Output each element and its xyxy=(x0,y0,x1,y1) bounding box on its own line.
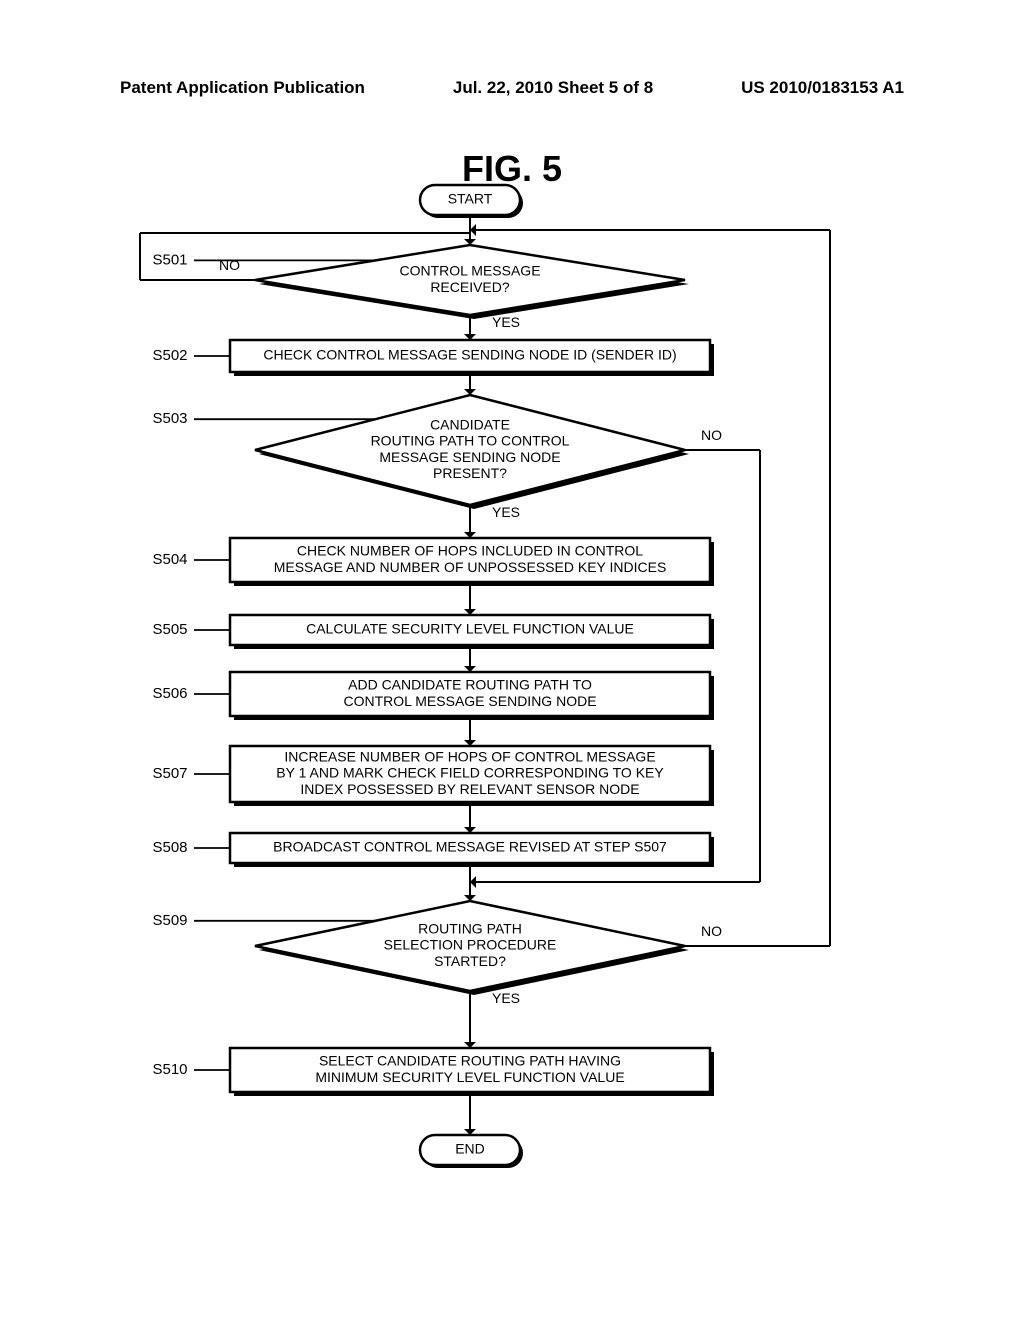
step-label-S508: S508 xyxy=(152,839,187,856)
svg-text:END: END xyxy=(455,1141,485,1157)
svg-text:CONTROL MESSAGE SENDING NODE: CONTROL MESSAGE SENDING NODE xyxy=(343,693,596,709)
svg-text:ADD CANDIDATE ROUTING PATH TO: ADD CANDIDATE ROUTING PATH TO xyxy=(348,677,592,693)
svg-text:CONTROL MESSAGE: CONTROL MESSAGE xyxy=(399,263,540,279)
flowchart-svg: START CONTROL MESSAGERECEIVED? CHECK CONTR… xyxy=(110,170,910,1230)
step-label-S502: S502 xyxy=(152,347,187,364)
step-label-S505: S505 xyxy=(152,621,187,638)
step-label-S507: S507 xyxy=(152,765,187,782)
svg-text:NO: NO xyxy=(701,427,722,443)
svg-text:MINIMUM SECURITY LEVEL FUNCTIO: MINIMUM SECURITY LEVEL FUNCTION VALUE xyxy=(315,1069,624,1085)
step-label-S501: S501 xyxy=(152,251,187,268)
svg-text:RECEIVED?: RECEIVED? xyxy=(430,279,510,295)
svg-text:YES: YES xyxy=(492,314,520,330)
svg-text:MESSAGE SENDING NODE: MESSAGE SENDING NODE xyxy=(379,449,560,465)
step-label-S506: S506 xyxy=(152,685,187,702)
step-label-S503: S503 xyxy=(152,410,187,427)
header-left: Patent Application Publication xyxy=(120,78,365,98)
svg-text:STARTED?: STARTED? xyxy=(434,953,506,969)
header-center: Jul. 22, 2010 Sheet 5 of 8 xyxy=(453,78,653,98)
svg-text:YES: YES xyxy=(492,504,520,520)
svg-text:CHECK NUMBER OF HOPS INCLUDED: CHECK NUMBER OF HOPS INCLUDED IN CONTROL xyxy=(297,543,643,559)
step-label-S504: S504 xyxy=(152,551,187,568)
svg-text:START: START xyxy=(448,191,493,207)
svg-text:SELECT CANDIDATE ROUTING PATH: SELECT CANDIDATE ROUTING PATH HAVING xyxy=(319,1053,621,1069)
svg-text:CANDIDATE: CANDIDATE xyxy=(430,417,510,433)
svg-text:PRESENT?: PRESENT? xyxy=(433,465,507,481)
svg-text:ROUTING PATH TO CONTROL: ROUTING PATH TO CONTROL xyxy=(371,433,570,449)
svg-text:YES: YES xyxy=(492,990,520,1006)
step-label-S509: S509 xyxy=(152,912,187,929)
svg-text:ROUTING PATH: ROUTING PATH xyxy=(418,921,522,937)
svg-text:CHECK CONTROL MESSAGE SENDING: CHECK CONTROL MESSAGE SENDING NODE ID (S… xyxy=(263,347,676,363)
header-right: US 2010/0183153 A1 xyxy=(741,78,904,98)
svg-text:NO: NO xyxy=(701,923,722,939)
svg-text:MESSAGE AND NUMBER OF UNPOSSES: MESSAGE AND NUMBER OF UNPOSSESSED KEY IN… xyxy=(274,559,667,575)
svg-text:CALCULATE SECURITY LEVEL FUNCT: CALCULATE SECURITY LEVEL FUNCTION VALUE xyxy=(306,621,634,637)
svg-text:BY 1 AND MARK CHECK FIELD CORR: BY 1 AND MARK CHECK FIELD CORRESPONDING … xyxy=(276,765,664,781)
svg-text:NO: NO xyxy=(219,257,240,273)
svg-text:INDEX POSSESSED BY RELEVANT SE: INDEX POSSESSED BY RELEVANT SENSOR NODE xyxy=(300,781,639,797)
svg-text:BROADCAST CONTROL MESSAGE REVI: BROADCAST CONTROL MESSAGE REVISED AT STE… xyxy=(273,839,667,855)
step-label-S510: S510 xyxy=(152,1061,187,1078)
svg-text:SELECTION PROCEDURE: SELECTION PROCEDURE xyxy=(384,937,557,953)
svg-text:INCREASE NUMBER OF HOPS OF CON: INCREASE NUMBER OF HOPS OF CONTROL MESSA… xyxy=(284,749,655,765)
